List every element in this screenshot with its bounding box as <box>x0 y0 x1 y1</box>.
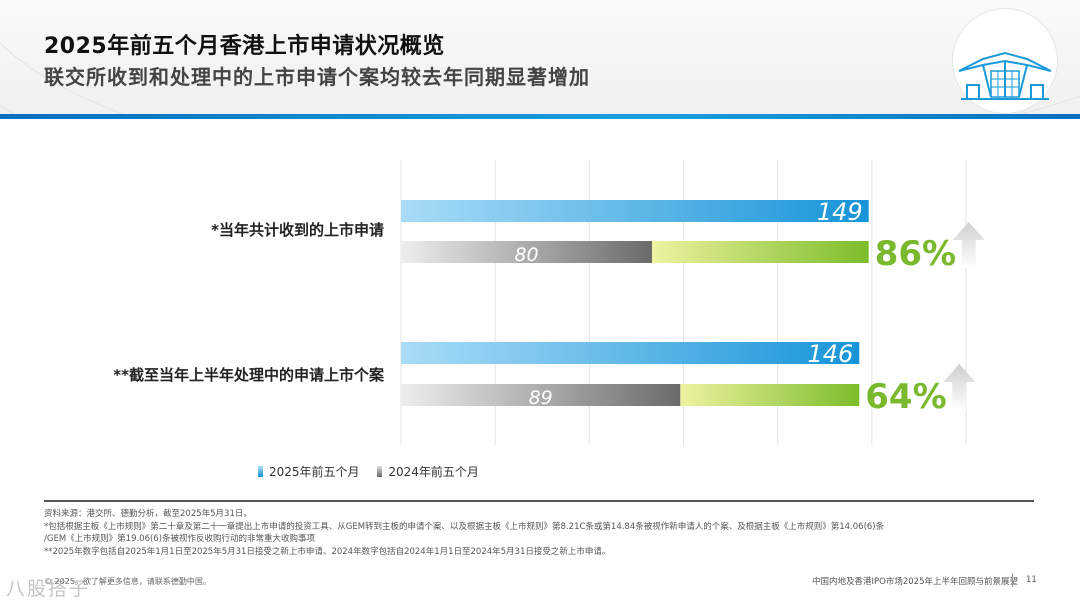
page-subtitle: 联交所收到和处理中的上市申请个案均较去年同期显著增加 <box>44 65 590 89</box>
footnote-source: 资料来源：港交所、德勤分析，截至2025年5月31日。 <box>44 509 252 519</box>
header-background <box>0 0 1080 116</box>
footnote-1: *包括根据主板《上市规则》第二十章及第二十一章提出上市申请的投资工具、从GEM转… <box>44 521 885 532</box>
footnote-2: **2025年数字包括自2025年1月1日至2025年5月31日接受之新上市申请… <box>44 546 611 557</box>
bar-2025 <box>401 200 869 222</box>
legend-swatch-2025 <box>258 466 263 477</box>
bar-2024-label: 80 <box>514 244 538 266</box>
building-logo-icon <box>952 8 1058 114</box>
legend-item-2024: 2024年前五个月 <box>377 463 479 480</box>
increase-percent: 64% <box>865 377 946 417</box>
up-arrow-icon <box>952 222 985 268</box>
chart-legend: 2025年前五个月 2024年前五个月 <box>258 463 493 480</box>
legend-label-2024: 2024年前五个月 <box>388 465 479 479</box>
report-title: 中国内地及香港IPO市场2025年上半年回顾与前景展望 <box>812 577 1018 587</box>
increase-percent: 86% <box>875 234 956 274</box>
page-title: 2025年前五个月香港上市申请状况概览 <box>44 34 445 59</box>
legend-item-2025: 2025年前五个月 <box>258 463 360 480</box>
bar-2025 <box>401 342 860 364</box>
legend-swatch-2024 <box>377 466 383 477</box>
watermark: 八股搭子 <box>6 578 91 600</box>
footnote-1-cont: /GEM《上市规则》第19.06(6)条被视作反收购行动的非常重大收购事项 <box>44 534 316 544</box>
bar-2024-label: 89 <box>529 387 553 409</box>
page-separator <box>1012 573 1013 587</box>
footer-rule <box>44 500 1034 502</box>
copyright: © 2025。欲了解更多信息，请联系德勤中国。 <box>44 577 211 586</box>
up-arrow-icon <box>943 364 976 410</box>
bar-increase <box>680 384 860 406</box>
page-number: 11 <box>1026 575 1037 585</box>
bar-2024 <box>401 384 681 406</box>
legend-label-2025: 2025年前五个月 <box>269 465 360 479</box>
bar-2024 <box>401 241 653 263</box>
category-label: *当年共计收到的上市申请 <box>211 221 384 239</box>
bar-chart: *当年共计收到的上市申请 149 80 86% **截至当年上半年处理中的申请上… <box>113 160 985 445</box>
bar-2025-label: 149 <box>817 198 863 226</box>
bar-increase <box>652 241 869 263</box>
bar-2025-label: 146 <box>807 340 853 368</box>
category-label: **截至当年上半年处理中的申请上市个案 <box>113 366 385 384</box>
header-blue-rule <box>0 114 1080 119</box>
footnotes: 资料来源：港交所、德勤分析，截至2025年5月31日。 *包括根据主板《上市规则… <box>44 508 1044 558</box>
